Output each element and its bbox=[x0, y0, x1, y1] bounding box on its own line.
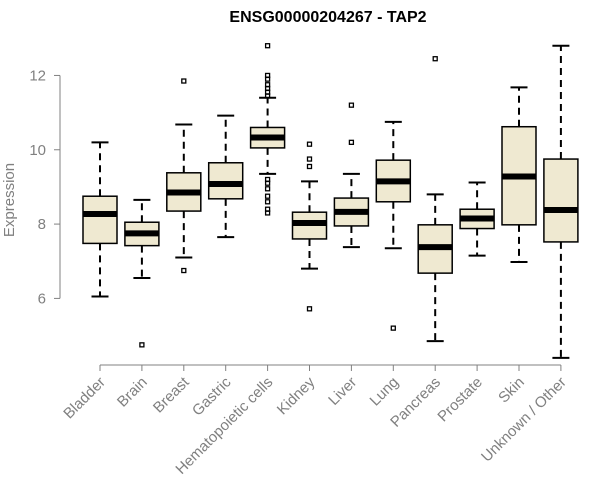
x-tick-label: Skin bbox=[495, 374, 528, 407]
outlier-point bbox=[264, 176, 271, 183]
x-tick-label: Bladder bbox=[60, 374, 109, 423]
y-tick-label: 6 bbox=[38, 290, 46, 307]
y-axis-label: Expression bbox=[1, 163, 18, 237]
outlier-point bbox=[264, 186, 271, 192]
outlier-point bbox=[139, 342, 145, 348]
outlier-point bbox=[181, 267, 187, 274]
x-tick-label: Brain bbox=[114, 374, 151, 411]
y-tick-label: 12 bbox=[29, 67, 46, 84]
outlier-point bbox=[348, 102, 355, 108]
outlier-point bbox=[264, 193, 271, 199]
iqr-box bbox=[207, 162, 244, 200]
x-tick-label: Breast bbox=[150, 373, 193, 416]
box-breast bbox=[166, 78, 202, 274]
box-kidney bbox=[291, 141, 328, 312]
box-lung bbox=[375, 120, 412, 331]
outlier-point bbox=[306, 306, 313, 312]
outlier-point bbox=[348, 139, 355, 145]
plot-area bbox=[82, 43, 579, 359]
iqr-box bbox=[543, 158, 579, 243]
box-unknown-other bbox=[543, 44, 579, 359]
box-pancreas bbox=[417, 56, 453, 343]
axes: 6 8 10 12 bbox=[29, 67, 562, 371]
x-tick-label: Prostate bbox=[434, 374, 486, 426]
box-gastric bbox=[207, 114, 244, 239]
outlier-point bbox=[264, 82, 271, 88]
x-tick-label: Kidney bbox=[274, 373, 319, 418]
chart-title: ENSG00000204267 - TAP2 bbox=[229, 9, 426, 26]
y-tick-label: 10 bbox=[29, 142, 46, 159]
outlier-point bbox=[306, 156, 313, 162]
outlier-point bbox=[306, 163, 313, 170]
box-prostate bbox=[459, 181, 495, 257]
box-skin bbox=[501, 86, 537, 263]
outlier-point bbox=[306, 141, 313, 147]
box-bladder bbox=[82, 141, 118, 298]
x-tick-label: Liver bbox=[325, 374, 360, 409]
outlier-point bbox=[264, 206, 271, 212]
outlier-point bbox=[264, 43, 271, 49]
iqr-box bbox=[82, 195, 118, 245]
outlier-point bbox=[264, 199, 271, 205]
y-tick-label: 8 bbox=[38, 216, 46, 233]
box-brain bbox=[124, 198, 160, 348]
outlier-point bbox=[432, 56, 438, 62]
outlier-point bbox=[264, 72, 271, 79]
outlier-point bbox=[181, 78, 187, 84]
box-liver bbox=[333, 102, 370, 249]
x-tick-label: Lung bbox=[367, 374, 403, 410]
box-hematopoietic-cells bbox=[249, 43, 286, 216]
outlier-point bbox=[390, 325, 396, 331]
